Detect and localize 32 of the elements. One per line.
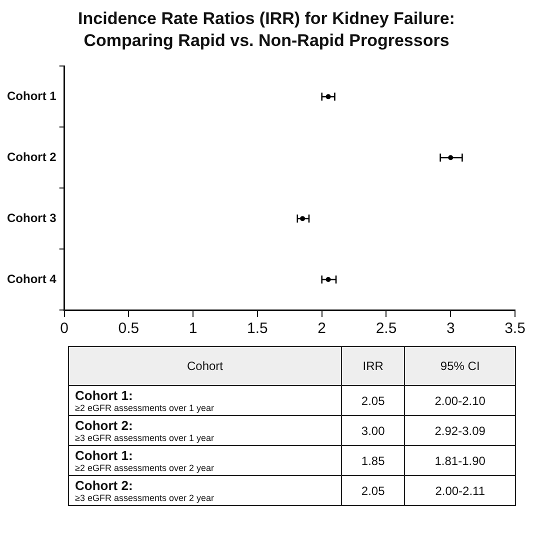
text: IRR — [342, 346, 405, 386]
x-tick-label: 0 — [60, 320, 68, 338]
x-tick-label: 1.5 — [247, 320, 268, 338]
text: 2.00-2.11 — [404, 476, 516, 506]
text: Cohort 2: — [75, 418, 134, 433]
text: Cohort 1: — [75, 448, 134, 463]
text: Cohort 2: — [75, 478, 134, 493]
x-tick-label: 3.5 — [504, 320, 526, 338]
text: ≥3 eGFR assessments over 1 year — [75, 433, 215, 443]
text: 2.05 — [342, 476, 405, 506]
text: Cohort — [68, 346, 342, 386]
x-tick-label: 0.5 — [118, 320, 140, 338]
x-tick-label: 1 — [188, 320, 198, 338]
text: 2.05 — [342, 386, 405, 416]
y-tick-label: Cohort 3 — [6, 210, 57, 225]
y-tick-label: Cohort 2 — [6, 150, 57, 164]
y-tick-label: Cohort 1 — [6, 88, 57, 103]
text: 95% CI — [404, 346, 516, 386]
x-tick-label: 2.5 — [376, 320, 397, 338]
text: 2.92-3.09 — [404, 416, 516, 446]
text: 1.81-1.90 — [404, 446, 516, 476]
text: 3.00 — [342, 416, 405, 446]
text: ≥2 eGFR assessments over 2 year — [75, 463, 215, 473]
text: 2.00-2.10 — [404, 386, 516, 416]
x-tick-label: 2 — [318, 320, 326, 338]
text: ≥2 eGFR assessments over 1 year — [75, 403, 215, 413]
text: Cohort 1: — [75, 388, 134, 403]
y-tick-label: Cohort 4 — [6, 272, 57, 286]
chart-title: Incidence Rate Ratios (IRR) for Kidney Failure: Comparing Rapid vs. Non-Rapid Progressors — [77, 8, 456, 52]
text: ≥3 eGFR assessments over 2 year — [75, 493, 215, 503]
x-tick-label: 3 — [446, 320, 455, 338]
text: 1.85 — [342, 446, 405, 476]
